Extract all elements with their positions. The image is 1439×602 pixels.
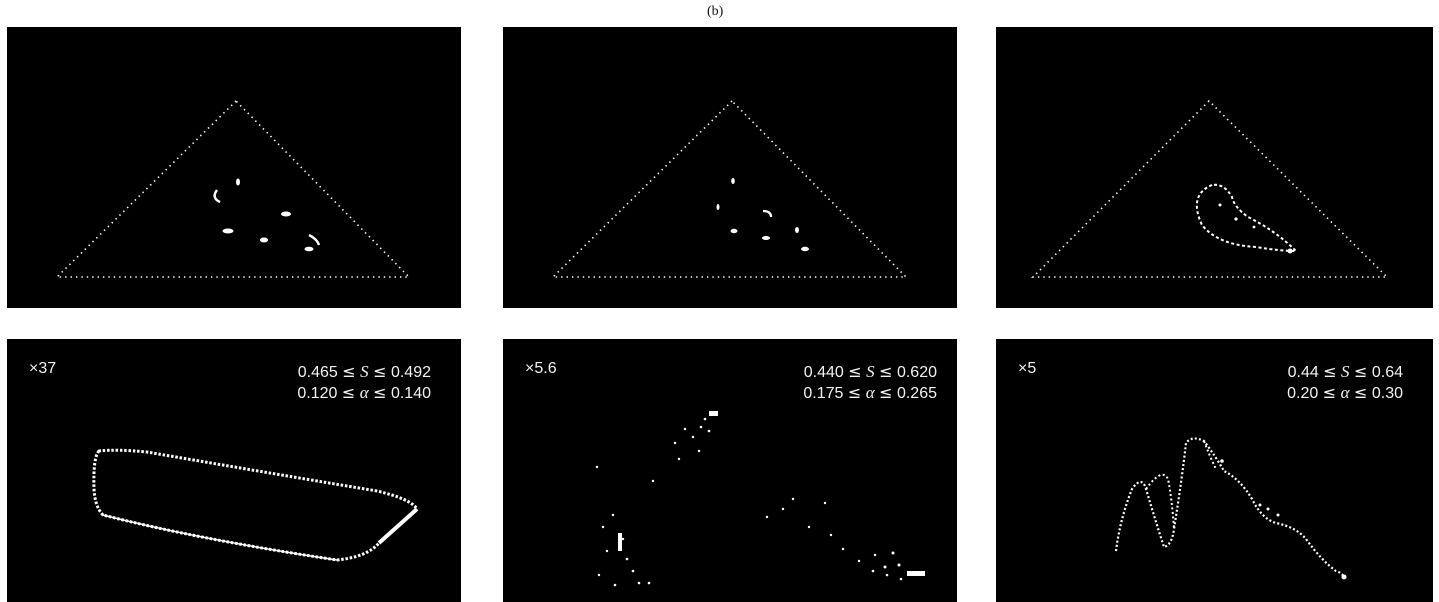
s-range: 0.44 ≤ S ≤ 0.64 — [1287, 362, 1403, 381]
attractor-points — [213, 178, 321, 252]
triangle-outline — [55, 99, 411, 278]
alpha-range: 0.20 ≤ α ≤ 0.30 — [1287, 383, 1403, 402]
s-range: 0.465 ≤ S ≤ 0.492 — [297, 362, 431, 381]
triangle-plot-3 — [1031, 99, 1389, 278]
parameter-ranges: 0.465 ≤ S ≤ 0.492 0.120 ≤ α ≤ 0.140 — [297, 362, 431, 404]
figure-label: (b) — [707, 4, 724, 19]
s-range: 0.440 ≤ S ≤ 0.620 — [803, 362, 937, 381]
parameter-ranges: 0.440 ≤ S ≤ 0.620 0.175 ≤ α ≤ 0.265 — [803, 362, 937, 404]
triangle-panel-1 — [7, 27, 461, 308]
attractor-loop — [92, 448, 419, 562]
zoom-panel-3: ×5 0.44 ≤ S ≤ 0.64 0.20 ≤ α ≤ 0.30 — [996, 339, 1433, 602]
attractor-loop-plot — [92, 448, 419, 562]
parameter-ranges: 0.44 ≤ S ≤ 0.64 0.20 ≤ α ≤ 0.30 — [1287, 362, 1403, 404]
triangle-plot-2 — [551, 99, 908, 278]
attractor-points — [1195, 183, 1299, 253]
attractor-dots — [1218, 203, 1293, 254]
attractor-scatter-plot — [595, 411, 925, 587]
alpha-range: 0.120 ≤ α ≤ 0.140 — [297, 383, 431, 402]
attractor-dots — [1220, 459, 1347, 580]
triangle-outline — [551, 99, 908, 278]
attractor-curve-plot — [1114, 437, 1347, 580]
alpha-range: 0.175 ≤ α ≤ 0.265 — [803, 383, 937, 402]
magnification-label: ×37 — [29, 360, 57, 377]
attractor-curve-inner — [1145, 440, 1217, 530]
scatter-points — [595, 411, 925, 587]
triangle-plot-1 — [55, 99, 411, 278]
magnification-label: ×5.6 — [525, 360, 557, 377]
attractor-points — [716, 178, 809, 252]
zoom-panel-1: ×37 0.465 ≤ S ≤ 0.492 0.120 ≤ α ≤ 0.140 — [7, 339, 461, 602]
attractor-curve — [1114, 437, 1345, 578]
zoom-panel-2: ×5.6 0.440 ≤ S ≤ 0.620 0.175 ≤ α ≤ 0.265 — [503, 339, 957, 602]
triangle-panel-3 — [996, 27, 1433, 308]
triangle-panel-2 — [503, 27, 957, 308]
triangle-outline — [1031, 99, 1389, 278]
magnification-label: ×5 — [1018, 360, 1037, 377]
